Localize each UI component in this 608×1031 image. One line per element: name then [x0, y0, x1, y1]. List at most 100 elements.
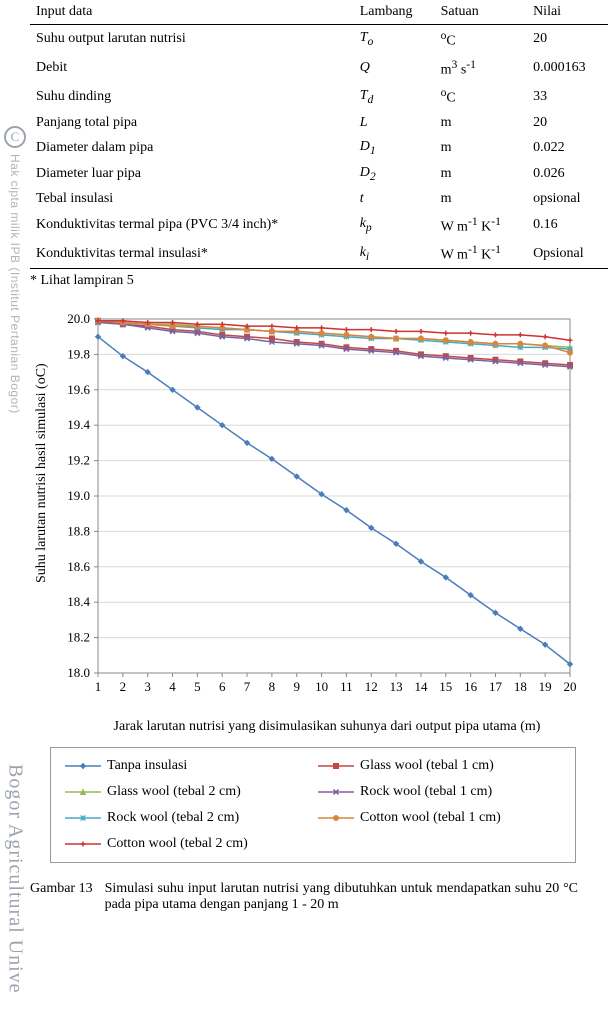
table-row: Tebal insulasitmopsional — [30, 187, 608, 211]
col-header: Satuan — [435, 0, 527, 25]
legend-label: Glass wool (tebal 2 cm) — [107, 784, 241, 800]
legend-label: Rock wool (tebal 1 cm) — [360, 784, 492, 800]
caption-text: Simulasi suhu input larutan nutrisi yang… — [105, 881, 578, 913]
svg-text:2: 2 — [120, 679, 127, 694]
svg-text:7: 7 — [244, 679, 251, 694]
chart-svg: 18.0 18.2 18.4 18.6 18.8 19.0 19.2 19.4 19.6 19.8… — [50, 313, 576, 713]
svg-text:11: 11 — [340, 679, 353, 694]
table-header-row: Input data Lambang Satuan Nilai — [30, 0, 608, 25]
legend-label: Rock wool (tebal 2 cm) — [107, 810, 239, 826]
legend-item: Glass wool (tebal 2 cm) — [65, 784, 308, 800]
table-row: Konduktivitas termal insulasi*kiW m-1 K-… — [30, 239, 608, 268]
legend-label: Cotton wool (tebal 2 cm) — [107, 836, 248, 852]
svg-text:6: 6 — [219, 679, 226, 694]
cell-unit: m — [435, 135, 527, 161]
svg-text:9: 9 — [293, 679, 300, 694]
col-header: Input data — [30, 0, 354, 25]
legend-item: Glass wool (tebal 1 cm) — [318, 758, 561, 774]
svg-text:19.2: 19.2 — [67, 452, 90, 467]
svg-text:15: 15 — [439, 679, 452, 694]
watermark-sidebar: C Hak cipta milik IPB (Institut Pertania… — [2, 0, 28, 1031]
cell-unit: m — [435, 161, 527, 187]
svg-text:18.6: 18.6 — [67, 559, 90, 574]
cell-label: Debit — [30, 54, 354, 83]
cell-label: Suhu dinding — [30, 82, 354, 111]
cell-value: 0.026 — [527, 161, 608, 187]
svg-text:16: 16 — [464, 679, 478, 694]
legend-swatch — [65, 759, 101, 773]
legend-item: Rock wool (tebal 1 cm) — [318, 784, 561, 800]
svg-text:18.0: 18.0 — [67, 665, 90, 680]
cell-symbol: D1 — [354, 135, 435, 161]
legend-swatch — [65, 811, 101, 825]
chart-legend: Tanpa insulasi Glass wool (tebal 1 cm) Gla… — [50, 747, 576, 863]
legend-label: Tanpa insulasi — [107, 758, 187, 774]
legend-item: Cotton wool (tebal 1 cm) — [318, 810, 561, 826]
svg-text:19.8: 19.8 — [67, 346, 90, 361]
cell-symbol: t — [354, 187, 435, 211]
copyright-icon: C — [4, 126, 26, 148]
chart-ylabel: Suhu larutan nutrisi hasil simulasi (oC) — [34, 363, 50, 583]
svg-text:1: 1 — [95, 679, 102, 694]
cell-label: Diameter luar pipa — [30, 161, 354, 187]
cell-value: 0.16 — [527, 211, 608, 240]
svg-text:17: 17 — [489, 679, 503, 694]
cell-label: Tebal insulasi — [30, 187, 354, 211]
cell-value: 0.000163 — [527, 54, 608, 83]
svg-text:10: 10 — [315, 679, 328, 694]
cell-unit: m — [435, 111, 527, 135]
svg-text:20.0: 20.0 — [67, 313, 90, 326]
svg-text:18.2: 18.2 — [67, 629, 90, 644]
watermark-institution: Bogor Agricultural Unive — [4, 764, 27, 994]
svg-text:14: 14 — [414, 679, 428, 694]
table-row: Panjang total pipaLm20 — [30, 111, 608, 135]
cell-label: Konduktivitas termal insulasi* — [30, 239, 354, 268]
watermark-text: Hak cipta milik IPB (Institut Pertanian … — [8, 154, 22, 414]
svg-text:19.4: 19.4 — [67, 417, 90, 432]
svg-text:18: 18 — [514, 679, 527, 694]
svg-text:19.0: 19.0 — [67, 488, 90, 503]
table-footnote: * Lihat lampiran 5 — [30, 273, 608, 289]
cell-unit: m3 s-1 — [435, 54, 527, 83]
col-header: Lambang — [354, 0, 435, 25]
legend-swatch — [65, 785, 101, 799]
svg-text:18.8: 18.8 — [67, 523, 90, 538]
legend-label: Cotton wool (tebal 1 cm) — [360, 810, 501, 826]
table-row: Konduktivitas termal pipa (PVC 3/4 inch)… — [30, 211, 608, 240]
cell-unit: W m-1 K-1 — [435, 239, 527, 268]
legend-swatch — [318, 811, 354, 825]
cell-label: Konduktivitas termal pipa (PVC 3/4 inch)… — [30, 211, 354, 240]
cell-label: Suhu output larutan nutrisi — [30, 25, 354, 54]
col-header: Nilai — [527, 0, 608, 25]
cell-symbol: D2 — [354, 161, 435, 187]
cell-unit: W m-1 K-1 — [435, 211, 527, 240]
svg-text:18.4: 18.4 — [67, 594, 90, 609]
cell-symbol: To — [354, 25, 435, 54]
svg-text:19: 19 — [539, 679, 552, 694]
svg-text:12: 12 — [365, 679, 378, 694]
legend-swatch — [318, 759, 354, 773]
legend-item: Tanpa insulasi — [65, 758, 308, 774]
table-row: Suhu dindingTdoC33 — [30, 82, 608, 111]
cell-value: 20 — [527, 25, 608, 54]
cell-label: Diameter dalam pipa — [30, 135, 354, 161]
cell-unit: oC — [435, 82, 527, 111]
svg-text:20: 20 — [564, 679, 577, 694]
table-row: Suhu output larutan nutrisiTooC20 — [30, 25, 608, 54]
cell-unit: oC — [435, 25, 527, 54]
legend-swatch — [65, 837, 101, 851]
cell-label: Panjang total pipa — [30, 111, 354, 135]
input-data-table: Input data Lambang Satuan Nilai Suhu out… — [30, 0, 608, 269]
svg-text:4: 4 — [169, 679, 176, 694]
cell-value: Opsional — [527, 239, 608, 268]
cell-value: 33 — [527, 82, 608, 111]
cell-value: 20 — [527, 111, 608, 135]
legend-item: Rock wool (tebal 2 cm) — [65, 810, 308, 826]
cell-symbol: ki — [354, 239, 435, 268]
table-row: Diameter dalam pipaD1m0.022 — [30, 135, 608, 161]
svg-text:5: 5 — [194, 679, 201, 694]
cell-symbol: L — [354, 111, 435, 135]
cell-symbol: Td — [354, 82, 435, 111]
svg-text:19.6: 19.6 — [67, 382, 90, 397]
table-row: DebitQm3 s-10.000163 — [30, 54, 608, 83]
